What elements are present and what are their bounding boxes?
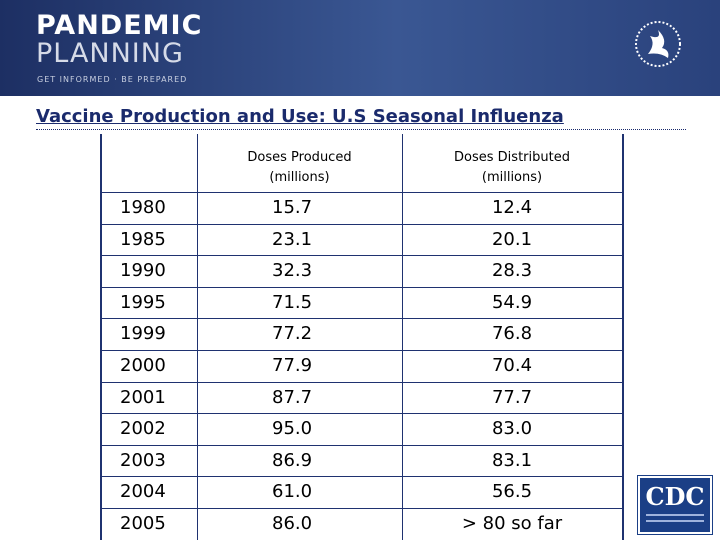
year-cell: 1995: [120, 291, 166, 313]
table-row: 2001 87.7 77.7: [102, 381, 622, 415]
column-divider: [197, 134, 198, 540]
brand-line: PLANNING: [36, 38, 184, 69]
brand-line: PANDEMIC: [36, 10, 203, 41]
distributed-cell: 20.1: [491, 228, 533, 250]
distributed-cell: 83.1: [491, 449, 533, 471]
table-row: 1995 71.5 54.9: [102, 286, 622, 320]
year-cell: 2001: [120, 386, 166, 408]
year-cell: 2002: [120, 418, 166, 440]
header-unit: (millions): [269, 170, 330, 185]
year-cell: 1990: [120, 260, 166, 282]
header-band: PANDEMIC PLANNING GET INFORMED · BE PREP…: [0, 0, 720, 96]
produced-cell: 77.9: [272, 355, 313, 376]
produced-cell: 32.3: [272, 260, 313, 282]
produced-cell: 86.0: [272, 513, 313, 534]
header-label: Doses Distributed: [454, 150, 570, 165]
year-cell: 1980: [120, 197, 166, 218]
produced-cell: 23.1: [272, 228, 313, 250]
table-row: 2000 77.9 70.4: [102, 350, 622, 383]
produced-cell: 86.9: [272, 449, 313, 471]
column-header: Doses Produced (millions): [197, 148, 402, 188]
produced-cell: 77.2: [272, 323, 313, 345]
produced-cell: 15.7: [272, 197, 313, 218]
distributed-cell: 70.4: [491, 355, 533, 376]
distributed-cell: 83.0: [491, 418, 533, 440]
cdc-logo-text: CDC: [645, 482, 705, 511]
header-unit: (millions): [481, 170, 543, 185]
table-row: 2003 86.9 83.1: [102, 444, 622, 478]
distributed-cell: 28.3: [491, 260, 533, 282]
year-cell: 2000: [120, 355, 166, 376]
hhs-logo: [635, 21, 681, 67]
produced-cell: 61.0: [272, 481, 313, 503]
logo-stripe: [646, 520, 704, 522]
slide-title: Vaccine Production and Use: U.S Seasonal…: [36, 106, 686, 130]
year-cell: 1999: [120, 323, 166, 345]
table-row: 2005 86.0 > 80 so far: [102, 508, 622, 541]
table-row: 1999 77.2 76.8: [102, 318, 622, 351]
tagline: GET INFORMED · BE PREPARED: [37, 75, 188, 84]
distributed-cell: 12.4: [491, 197, 533, 218]
produced-cell: 95.0: [272, 418, 313, 440]
year-cell: 2004: [120, 481, 166, 503]
distributed-cell: 76.8: [491, 323, 533, 345]
table-row: 2004 61.0 56.5: [102, 476, 622, 509]
table: Doses Produced (millions) Doses Distribute…: [100, 134, 624, 540]
distributed-cell: 54.9: [491, 291, 533, 313]
table-row: 2002 95.0 83.0: [102, 413, 622, 446]
column-divider: [402, 134, 403, 540]
produced-cell: 71.5: [272, 291, 313, 313]
distributed-cell: > 80 so far: [461, 513, 563, 534]
header-label: Doses Produced: [247, 150, 352, 165]
cdc-logo: CDC: [638, 476, 712, 534]
year-cell: 1985: [120, 228, 166, 250]
table-row: 1980 15.7 12.4: [102, 192, 622, 225]
year-cell: 2005: [120, 513, 166, 534]
produced-cell: 87.7: [272, 386, 313, 408]
distributed-cell: 56.5: [491, 481, 533, 503]
logo-stripe: [646, 514, 704, 516]
year-cell: 2003: [120, 449, 166, 471]
column-header: Doses Distributed (millions): [402, 148, 622, 188]
table-row: 1990 32.3 28.3: [102, 255, 622, 288]
distributed-cell: 77.7: [491, 386, 533, 408]
table-row: 1985 23.1 20.1: [102, 223, 622, 257]
